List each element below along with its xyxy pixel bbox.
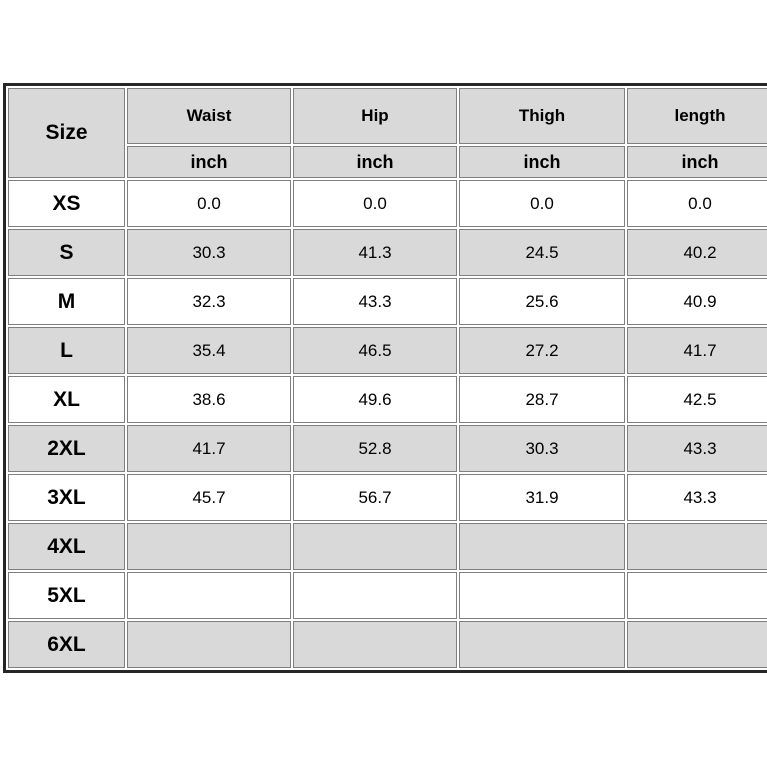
waist-cell: 38.6 [127, 376, 291, 423]
thigh-cell: 24.5 [459, 229, 625, 276]
col-header-hip: Hip [293, 88, 457, 144]
size-cell: 3XL [8, 474, 125, 521]
hip-cell: 43.3 [293, 278, 457, 325]
hip-cell: 46.5 [293, 327, 457, 374]
length-cell: 43.3 [627, 425, 767, 472]
hip-cell [293, 621, 457, 668]
length-cell: 0.0 [627, 180, 767, 227]
waist-cell [127, 572, 291, 619]
table-row-xs: XS 0.0 0.0 0.0 0.0 [8, 180, 767, 227]
waist-cell [127, 621, 291, 668]
col-header-length: length [627, 88, 767, 144]
waist-cell: 32.3 [127, 278, 291, 325]
unit-header-waist: inch [127, 146, 291, 178]
unit-header-length: inch [627, 146, 767, 178]
table-row-6xl: 6XL [8, 621, 767, 668]
waist-cell: 30.3 [127, 229, 291, 276]
length-cell: 43.3 [627, 474, 767, 521]
size-cell: 6XL [8, 621, 125, 668]
size-cell: 2XL [8, 425, 125, 472]
thigh-cell: 25.6 [459, 278, 625, 325]
thigh-cell: 31.9 [459, 474, 625, 521]
length-cell [627, 523, 767, 570]
size-cell: XS [8, 180, 125, 227]
thigh-cell [459, 621, 625, 668]
length-cell [627, 572, 767, 619]
col-header-thigh: Thigh [459, 88, 625, 144]
length-cell [627, 621, 767, 668]
table-row-4xl: 4XL [8, 523, 767, 570]
size-cell: 5XL [8, 572, 125, 619]
waist-cell: 35.4 [127, 327, 291, 374]
table-row-xl: XL 38.6 49.6 28.7 42.5 [8, 376, 767, 423]
table-row-3xl: 3XL 45.7 56.7 31.9 43.3 [8, 474, 767, 521]
table-row-s: S 30.3 41.3 24.5 40.2 [8, 229, 767, 276]
length-cell: 40.2 [627, 229, 767, 276]
header-row-labels: Size Waist Hip Thigh length [8, 88, 767, 178]
length-cell: 41.7 [627, 327, 767, 374]
col-header-size: Size [8, 88, 125, 178]
thigh-cell [459, 572, 625, 619]
waist-cell [127, 523, 291, 570]
table-row-l: L 35.4 46.5 27.2 41.7 [8, 327, 767, 374]
waist-cell: 0.0 [127, 180, 291, 227]
size-cell: M [8, 278, 125, 325]
thigh-cell: 28.7 [459, 376, 625, 423]
size-chart-table: Size Waist Hip Thigh length inch inch in… [3, 83, 767, 673]
table-row-2xl: 2XL 41.7 52.8 30.3 43.3 [8, 425, 767, 472]
hip-cell [293, 523, 457, 570]
thigh-cell: 30.3 [459, 425, 625, 472]
unit-header-thigh: inch [459, 146, 625, 178]
hip-cell [293, 572, 457, 619]
table-row-5xl: 5XL [8, 572, 767, 619]
size-cell: S [8, 229, 125, 276]
size-cell: 4XL [8, 523, 125, 570]
waist-cell: 41.7 [127, 425, 291, 472]
size-cell: XL [8, 376, 125, 423]
length-cell: 40.9 [627, 278, 767, 325]
waist-cell: 45.7 [127, 474, 291, 521]
length-cell: 42.5 [627, 376, 767, 423]
thigh-cell: 27.2 [459, 327, 625, 374]
hip-cell: 49.6 [293, 376, 457, 423]
header-row-units: inch inch inch inch [8, 146, 767, 178]
thigh-cell: 0.0 [459, 180, 625, 227]
hip-cell: 56.7 [293, 474, 457, 521]
size-cell: L [8, 327, 125, 374]
thigh-cell [459, 523, 625, 570]
table-row-m: M 32.3 43.3 25.6 40.9 [8, 278, 767, 325]
hip-cell: 52.8 [293, 425, 457, 472]
unit-header-hip: inch [293, 146, 457, 178]
hip-cell: 0.0 [293, 180, 457, 227]
col-header-waist: Waist [127, 88, 291, 144]
hip-cell: 41.3 [293, 229, 457, 276]
